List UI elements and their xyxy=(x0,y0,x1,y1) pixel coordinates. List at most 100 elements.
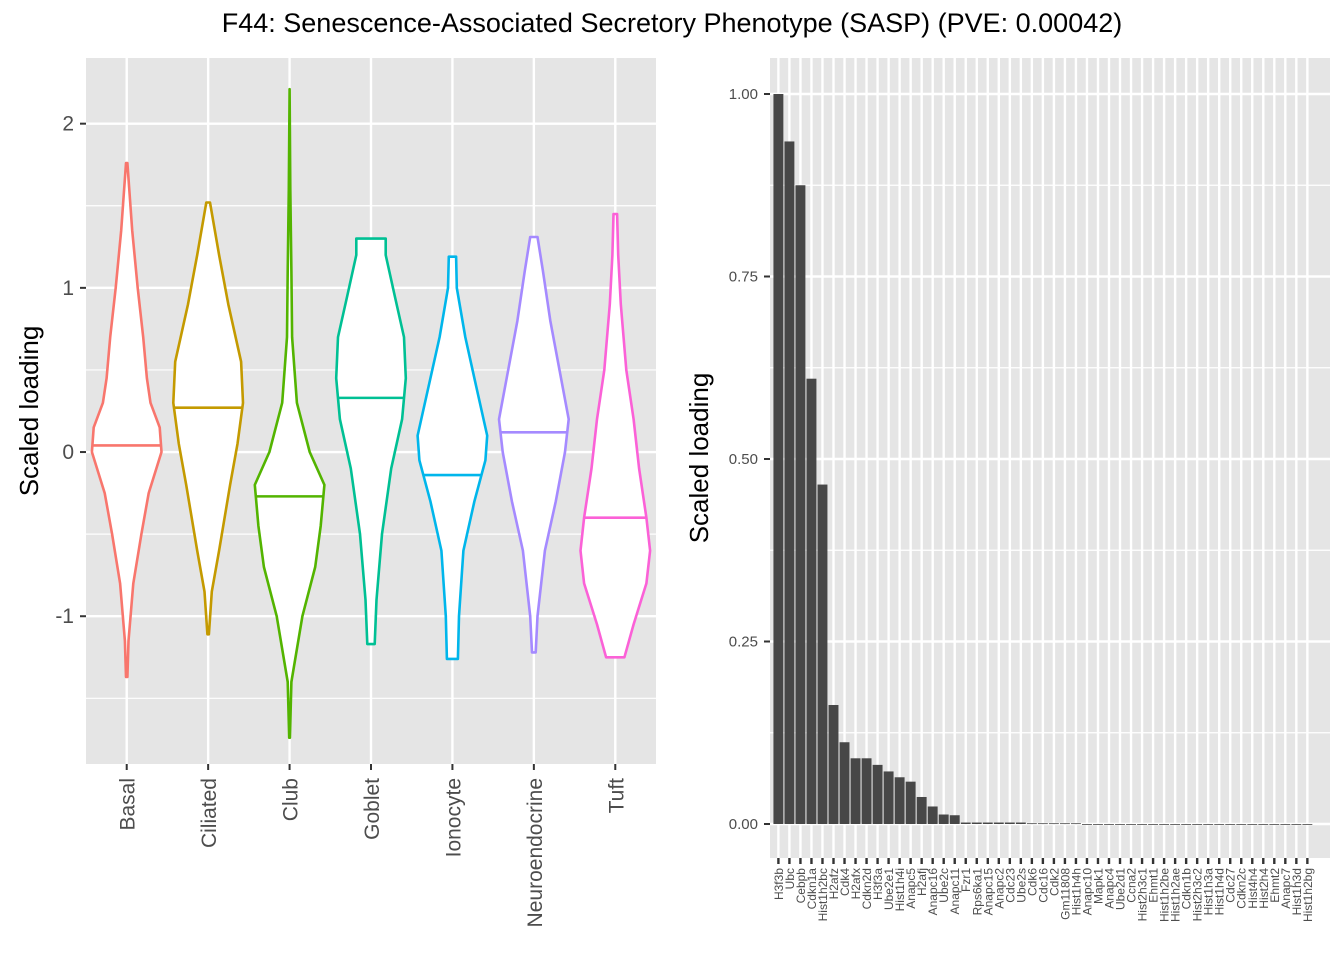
x-axis-tick-label: Hist1h2be xyxy=(1158,868,1172,922)
bar-gm11808 xyxy=(1059,823,1070,825)
bar-anapc10 xyxy=(1082,824,1092,825)
bar-ubc xyxy=(784,141,795,824)
x-axis-tick-label: Hist1h2bc xyxy=(816,868,830,921)
x-axis-tick-label: Hist2h3c1 xyxy=(1136,868,1150,922)
x-axis-tick-label: Ube2s xyxy=(1014,868,1028,903)
y-axis-tick-label: 0.00 xyxy=(729,816,758,833)
x-axis-tick-label: Fzr1 xyxy=(959,868,973,892)
x-axis-tick-label: Cdk6 xyxy=(1025,868,1039,896)
bar-cdkn2c xyxy=(1236,824,1247,825)
violin-plot-violins xyxy=(90,87,652,739)
x-axis-tick-label: Cdk4 xyxy=(838,868,852,896)
bar-hist1h4i xyxy=(894,777,905,824)
bar-chart-y-axis-title: Scaled loading xyxy=(684,373,714,544)
violin-ionocyte xyxy=(416,255,489,661)
x-axis-tick-label: Basal xyxy=(117,778,140,831)
x-axis-tick-label: H2afj xyxy=(915,868,929,896)
bar-fzr1 xyxy=(960,822,971,824)
violin-plot-x-axis: Basal Ciliated Club Goblet Ionocyte Neuroendo… xyxy=(117,764,628,927)
bar-cdc16 xyxy=(1037,823,1048,825)
violin-goblet xyxy=(334,237,408,646)
bar-h3f3a xyxy=(872,764,883,824)
y-axis-tick-label: -1 xyxy=(55,605,74,628)
x-axis-tick-label: Cdc16 xyxy=(1036,868,1050,903)
bar-cdkn1a xyxy=(806,378,817,824)
x-axis-tick-label: Anapc7 xyxy=(1279,868,1293,909)
x-axis-tick-label: Hist2h4 xyxy=(1257,868,1271,909)
x-axis-tick-label: Ubc xyxy=(783,868,797,889)
bar-cdkn1b xyxy=(1181,824,1192,825)
x-axis-tick-label: Cdkn1a xyxy=(805,868,819,910)
bar-hist1h2be xyxy=(1159,824,1170,825)
x-axis-tick-label: Mapk1 xyxy=(1091,868,1105,904)
bar-hist1h2ae xyxy=(1170,824,1181,825)
x-axis-tick-label: Hist1h4d xyxy=(1213,868,1227,915)
x-axis-tick-label: H2afz xyxy=(827,868,841,899)
bar-h2afx xyxy=(850,758,861,824)
x-axis-tick-label: Anapc4 xyxy=(1103,868,1117,909)
bar-ehmt2 xyxy=(1269,824,1280,825)
bar-chart-panel: 0.00 0.25 0.50 0.75 1.00 H3f3bUbcCebpbCdkn1a… xyxy=(684,58,1330,922)
bar-cdkn2d xyxy=(861,758,872,824)
x-axis-tick-label: Anapc10 xyxy=(1080,868,1094,916)
bar-ube2c xyxy=(938,814,949,824)
y-axis-tick-label: 0.50 xyxy=(729,451,758,468)
bar-anapc2 xyxy=(993,822,1004,824)
bar-cdk2 xyxy=(1048,823,1059,825)
x-axis-tick-label: Hist1h4i xyxy=(893,868,907,911)
bar-h3f3b xyxy=(773,94,784,824)
x-axis-tick-label: Ehmt2 xyxy=(1268,868,1282,903)
bar-hist1h4d xyxy=(1214,824,1225,825)
x-axis-tick-label: Rps6ka1 xyxy=(970,868,984,916)
x-axis-tick-label: Hist1h2ae xyxy=(1169,868,1183,922)
bar-anapc7 xyxy=(1280,824,1291,825)
x-axis-tick-label: Neuroendocrine xyxy=(524,778,547,927)
bar-mapk1 xyxy=(1093,824,1103,825)
x-axis-tick-label: Anapc11 xyxy=(948,868,962,915)
bar-cdk6 xyxy=(1026,823,1037,825)
x-axis-tick-label: Hist4h4 xyxy=(1246,868,1260,909)
y-axis-tick-label: 0.75 xyxy=(729,269,758,286)
y-axis-tick-label: 1.00 xyxy=(729,86,758,103)
x-axis-tick-label: Hist1h4h xyxy=(1069,868,1083,915)
x-axis-tick-label: Ube2c xyxy=(937,868,951,903)
x-axis-tick-label: Ube2e1 xyxy=(882,868,896,910)
x-axis-tick-label: Hist1h3a xyxy=(1202,868,1216,916)
x-axis-tick-label: Cebpb xyxy=(794,868,808,904)
bar-cdc27 xyxy=(1225,824,1236,825)
x-axis-tick-label: H3f3a xyxy=(871,868,885,900)
violin-tuft xyxy=(579,212,652,659)
bar-hist1h3a xyxy=(1203,824,1214,825)
x-axis-tick-label: Cdkn2c xyxy=(1235,868,1249,909)
bar-anapc15 xyxy=(982,822,993,824)
bar-hist1h3d xyxy=(1291,824,1302,825)
x-axis-tick-label: Ube2d1 xyxy=(1114,868,1128,910)
bar-anapc16 xyxy=(927,806,938,824)
violin-club xyxy=(253,87,326,739)
violin-plot-y-axis-title: Scaled loading xyxy=(14,326,44,497)
bar-hist2h4 xyxy=(1258,824,1269,825)
x-axis-tick-label: Ehmt1 xyxy=(1147,868,1161,903)
x-axis-tick-label: Hist2h3c2 xyxy=(1191,868,1205,922)
bar-cdc23 xyxy=(1004,822,1015,824)
bar-hist4h4 xyxy=(1247,824,1258,825)
x-axis-tick-label: Anapc16 xyxy=(926,868,940,916)
x-axis-tick-label: Goblet xyxy=(361,778,384,840)
x-axis-tick-label: Gm11808 xyxy=(1058,868,1072,920)
x-axis-tick-label: Cdk2 xyxy=(1047,868,1061,896)
bar-hist1h2bg xyxy=(1302,824,1313,825)
bar-anapc4 xyxy=(1104,824,1114,825)
x-axis-tick-label: H3f3b xyxy=(772,868,786,900)
x-axis-tick-label: Anapc2 xyxy=(992,868,1006,909)
x-axis-tick-label: Hist1h2bg xyxy=(1301,868,1315,922)
violin-basal xyxy=(90,161,163,679)
y-axis-tick-label: 0.25 xyxy=(729,634,758,651)
x-axis-tick-label: Cdc27 xyxy=(1224,868,1238,903)
x-axis-tick-label: Tuft xyxy=(605,778,628,814)
x-axis-tick-label: Ccna2 xyxy=(1125,868,1139,903)
bar-chart-y-axis: 0.00 0.25 0.50 0.75 1.00 xyxy=(729,86,770,833)
bar-ehmt1 xyxy=(1148,824,1159,825)
x-axis-tick-label: Cdkn2d xyxy=(860,868,874,909)
